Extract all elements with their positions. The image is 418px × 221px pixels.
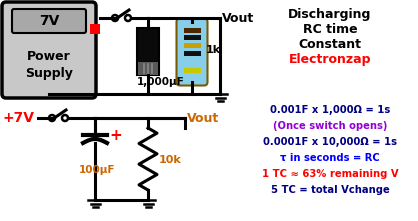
Bar <box>138 62 158 75</box>
Bar <box>184 28 201 33</box>
Text: τ in seconds = RC: τ in seconds = RC <box>280 153 380 163</box>
Text: (Once switch opens): (Once switch opens) <box>273 121 387 131</box>
Text: Discharging: Discharging <box>288 8 372 21</box>
Text: 1k: 1k <box>206 45 221 55</box>
Bar <box>184 68 201 73</box>
Text: 5 TC = total Vchange: 5 TC = total Vchange <box>270 185 390 195</box>
FancyBboxPatch shape <box>12 9 86 33</box>
Bar <box>184 51 201 56</box>
Text: 100μF: 100μF <box>79 165 115 175</box>
Text: Constant: Constant <box>298 38 362 51</box>
Text: 1,000μF: 1,000μF <box>137 77 185 87</box>
Bar <box>184 43 201 48</box>
Text: Vout: Vout <box>187 112 219 124</box>
Text: 0.0001F x 10,000Ω = 1s: 0.0001F x 10,000Ω = 1s <box>263 137 397 147</box>
Text: Supply: Supply <box>25 67 73 80</box>
Text: +: + <box>109 128 122 143</box>
Text: RC time: RC time <box>303 23 357 36</box>
FancyBboxPatch shape <box>176 19 207 86</box>
Bar <box>137 28 159 75</box>
Bar <box>184 35 201 40</box>
Text: Electronzap: Electronzap <box>289 53 371 66</box>
Text: Vout: Vout <box>222 11 254 25</box>
Text: 7V: 7V <box>39 14 59 28</box>
Text: 0.001F x 1,000Ω = 1s: 0.001F x 1,000Ω = 1s <box>270 105 390 115</box>
Bar <box>90 24 100 34</box>
Text: +7V: +7V <box>3 111 35 125</box>
FancyBboxPatch shape <box>2 2 96 98</box>
Text: Power: Power <box>27 50 71 63</box>
Text: 1 TC ≈ 63% remaining V: 1 TC ≈ 63% remaining V <box>262 169 398 179</box>
Text: 10k: 10k <box>159 155 182 165</box>
